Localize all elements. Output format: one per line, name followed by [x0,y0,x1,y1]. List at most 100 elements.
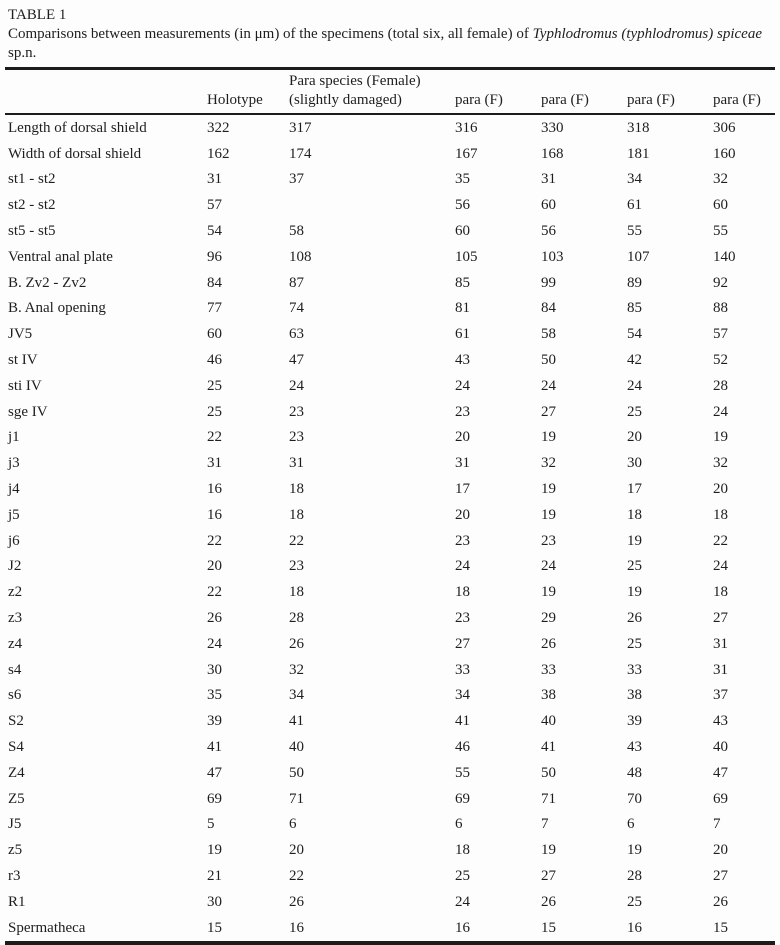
measurement-value: 15 [207,919,222,936]
measurement-value: 46 [207,352,222,369]
measurement-value: 19 [627,532,642,549]
measurement-value: 52 [713,352,728,369]
measurement-value: 27 [455,635,470,652]
row-label: S4 [8,739,24,756]
col-header-para-f-4: para (F) [713,68,775,115]
measurement-value: 24 [455,893,470,910]
measurement-value: 60 [541,197,556,214]
table-row: j3 31 31 31 32 30 32 [5,450,775,476]
measurement-value: 43 [455,352,470,369]
measurement-value: 18 [713,584,728,601]
measurement-value: 108 [289,248,312,265]
measurement-value: 92 [713,274,728,291]
measurement-value: 85 [627,300,642,317]
measurement-value: 26 [541,635,556,652]
table-row: J5 5 6 6 7 6 7 [5,812,775,838]
row-label: j4 [8,481,20,498]
table-row: JV5 60 63 61 58 54 57 [5,321,775,347]
measurement-value: 32 [713,455,728,472]
measurement-value: 28 [289,610,304,627]
measurement-value: 84 [207,274,222,291]
measurement-value: 55 [627,223,642,240]
row-label: JV5 [8,326,33,343]
measurement-value: 16 [627,919,642,936]
row-label: sge IV [8,403,48,420]
measurement-value: 306 [713,119,736,136]
measurement-value: 81 [455,300,470,317]
measurement-value: 24 [207,635,222,652]
measurement-value: 30 [627,455,642,472]
table-row: Width of dorsal shield 162 174 167 168 181 160 [5,141,775,167]
measurement-value: 20 [713,842,728,859]
measurement-value: 57 [713,326,728,343]
measurement-value: 26 [289,893,304,910]
measurement-value: 40 [289,739,304,756]
measurement-value: 20 [455,506,470,523]
measurement-value: 26 [207,610,222,627]
row-label: z4 [8,635,23,652]
measurement-value: 22 [289,532,304,549]
measurement-value: 32 [541,455,556,472]
measurement-value: 6 [455,816,463,833]
row-label: z5 [8,842,23,859]
table-row: Z4 47 50 55 50 48 47 [5,760,775,786]
measurement-value: 24 [289,377,304,394]
measurement-value: 27 [541,868,556,884]
measurement-value: 31 [541,171,556,188]
measurement-value: 32 [289,661,304,678]
measurement-value: 84 [541,300,556,317]
measurement-value: 56 [455,197,470,214]
table-row: st IV 46 47 43 50 42 52 [5,347,775,373]
row-label: z3 [8,610,23,627]
row-label: j6 [8,532,20,549]
measurement-value: 18 [455,584,470,601]
row-label: r3 [8,868,21,884]
measurement-value: 18 [289,481,304,498]
measurement-value: 22 [713,532,728,549]
measurement-value: 162 [207,145,230,162]
measurement-value: 57 [207,197,222,214]
measurement-value: 18 [455,842,470,859]
measurement-value: 16 [455,919,470,936]
measurement-value: 19 [541,429,556,446]
measurement-value: 50 [541,352,556,369]
measurement-value: 46 [455,739,470,756]
measurement-value: 55 [455,764,470,781]
measurement-value: 6 [627,816,635,833]
measurement-value: 30 [207,661,222,678]
table-row: j5 16 18 20 19 18 18 [5,502,775,528]
measurement-value: 61 [455,326,470,343]
row-label: sti IV [8,377,42,394]
table-row: Spermatheca 15 16 16 15 16 15 [5,915,775,943]
measurement-value: 88 [713,300,728,317]
table-row: S2 39 41 41 40 39 43 [5,708,775,734]
caption-text: Comparisons between measurements (in μm)… [8,26,533,42]
measurement-value: 24 [455,377,470,394]
row-label: s4 [8,661,22,678]
measurement-value: 34 [455,687,470,704]
measurement-value: 41 [207,739,222,756]
row-label: Z4 [8,764,25,781]
measurement-value: 317 [289,119,312,136]
measurement-value: 20 [207,558,222,575]
measurement-value: 41 [289,713,304,730]
measurement-value: 25 [627,403,642,420]
row-label: st2 - st2 [8,197,56,214]
measurement-value: 24 [627,377,642,394]
measurement-value: 50 [541,764,556,781]
table-caption: Comparisons between measurements (in μm)… [0,25,780,63]
measurement-value: 22 [207,429,222,446]
row-label: J2 [8,558,22,575]
row-label: B. Zv2 - Zv2 [8,274,87,291]
measurement-value: 34 [289,687,304,704]
measurement-value: 25 [455,868,470,884]
measurement-value: 54 [207,223,222,240]
measurement-value: 168 [541,145,564,162]
measurements-table: Holotype Para species (Female) (slightly … [5,67,775,945]
row-label: Width of dorsal shield [8,145,142,162]
row-label: Spermatheca [8,919,86,936]
measurement-value: 18 [713,506,728,523]
measurement-value: 23 [455,610,470,627]
row-label: st IV [8,352,38,369]
